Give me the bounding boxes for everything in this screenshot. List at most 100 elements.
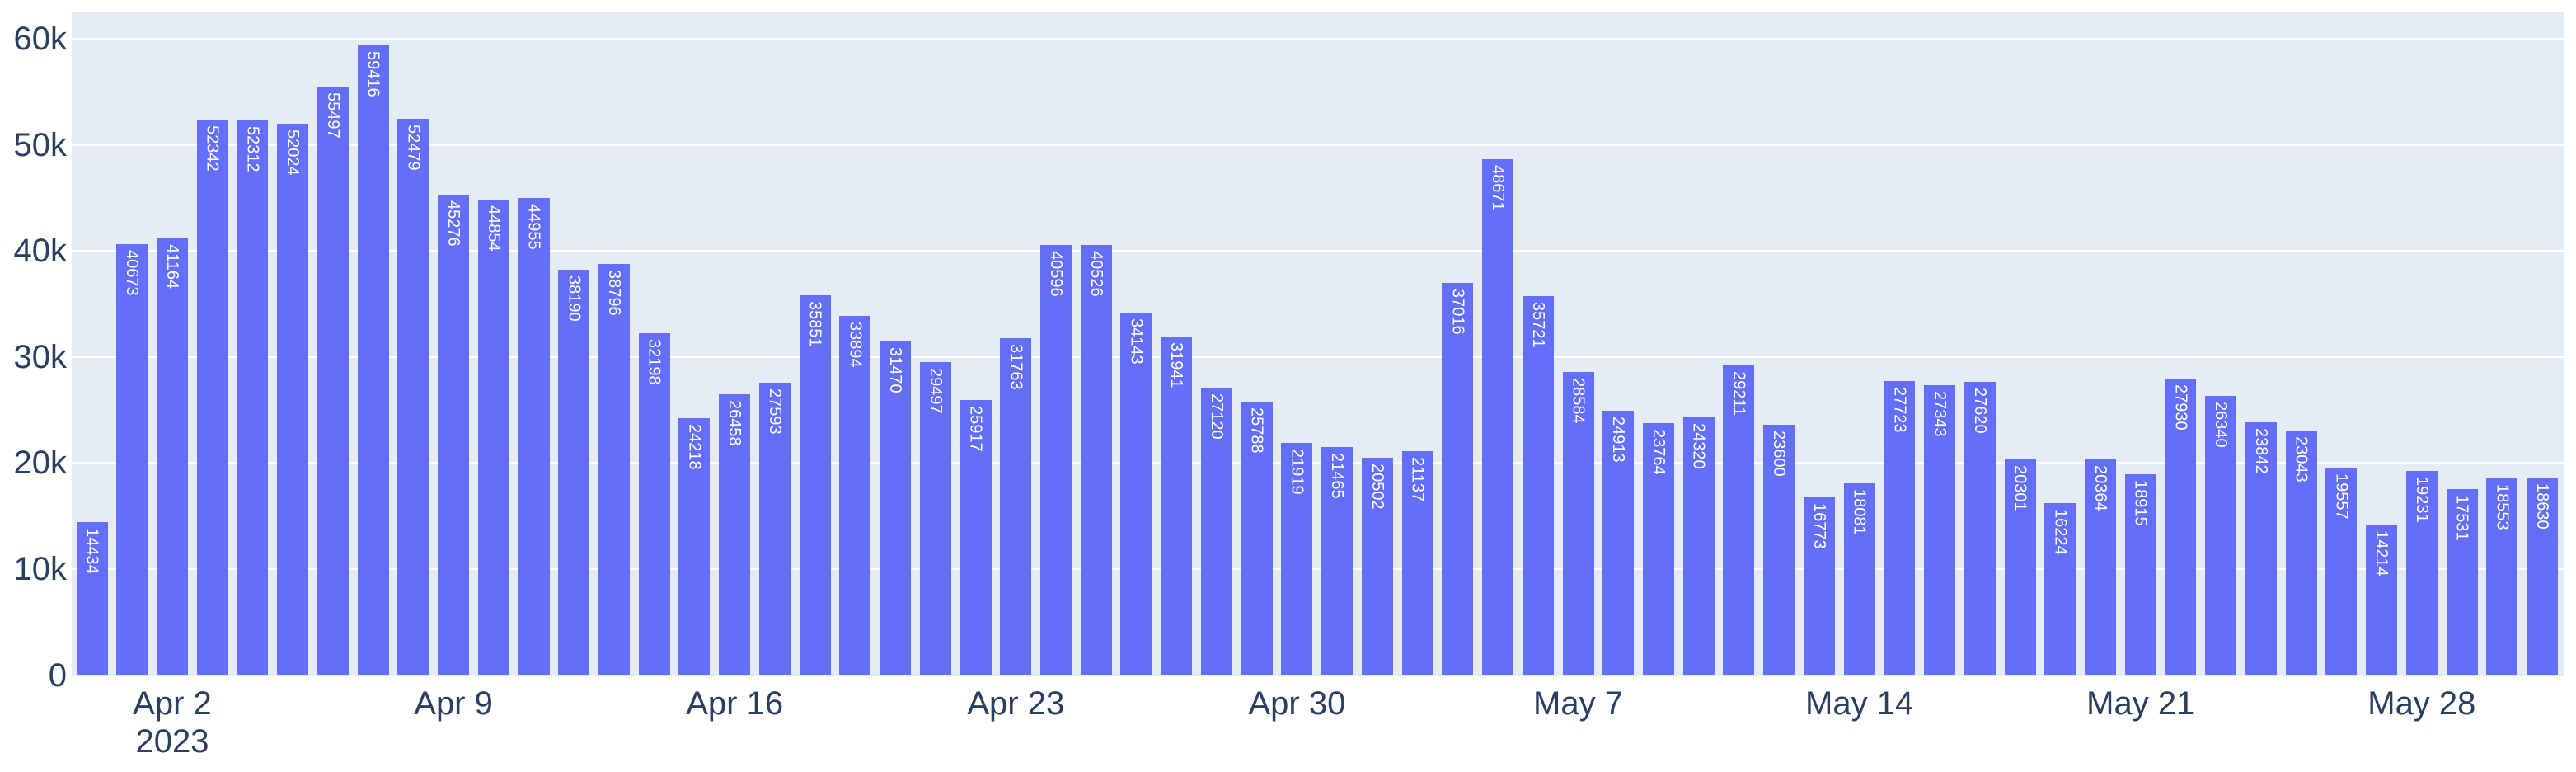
bar[interactable]: 21465 bbox=[1321, 447, 1354, 676]
bar[interactable]: 16224 bbox=[2044, 502, 2076, 676]
bar[interactable]: 48671 bbox=[1482, 158, 1514, 676]
bar[interactable]: 27120 bbox=[1200, 387, 1232, 676]
bar[interactable]: 40673 bbox=[116, 243, 148, 676]
bar-value-label: 27723 bbox=[1890, 387, 1909, 433]
bar[interactable]: 18081 bbox=[1843, 483, 1875, 676]
y-gridline bbox=[72, 144, 2564, 146]
bar-value-label: 21465 bbox=[1328, 453, 1347, 500]
bar-value-label: 31470 bbox=[886, 346, 905, 393]
bar[interactable]: 20301 bbox=[2004, 459, 2036, 676]
bar[interactable]: 27593 bbox=[758, 382, 791, 676]
bar-value-label: 24913 bbox=[1609, 417, 1628, 463]
bar[interactable]: 23043 bbox=[2285, 431, 2317, 676]
bar[interactable]: 33894 bbox=[839, 315, 871, 676]
x-tick-label: Apr 23 bbox=[967, 685, 1065, 722]
bar-value-label: 24218 bbox=[685, 424, 704, 470]
bar-value-label: 52479 bbox=[404, 124, 423, 171]
y-gridline bbox=[72, 250, 2564, 252]
bar[interactable]: 27620 bbox=[1964, 382, 1996, 676]
bar[interactable]: 23764 bbox=[1642, 422, 1674, 676]
bar[interactable]: 31941 bbox=[1161, 336, 1193, 676]
bar[interactable]: 44955 bbox=[518, 198, 550, 676]
bar[interactable]: 21137 bbox=[1401, 450, 1433, 676]
bar[interactable]: 24320 bbox=[1682, 417, 1715, 676]
bar-value-label: 14434 bbox=[82, 527, 101, 574]
bar[interactable]: 16773 bbox=[1803, 497, 1835, 676]
x-tick-label: May 14 bbox=[1805, 685, 1914, 722]
bar[interactable]: 24218 bbox=[678, 418, 711, 676]
bar-value-label: 23600 bbox=[1770, 431, 1789, 477]
bar[interactable]: 18915 bbox=[2124, 474, 2156, 676]
bar[interactable]: 38796 bbox=[598, 263, 630, 676]
bar[interactable]: 20502 bbox=[1361, 457, 1393, 676]
bar[interactable]: 27343 bbox=[1924, 384, 1956, 676]
bar[interactable]: 40596 bbox=[1040, 244, 1072, 676]
y-tick-label: 20k bbox=[13, 445, 68, 482]
bar[interactable]: 21919 bbox=[1281, 442, 1313, 676]
x-tick-label: Apr 2 2023 bbox=[133, 685, 212, 760]
bar[interactable]: 32198 bbox=[638, 333, 670, 676]
bar-value-label: 18915 bbox=[2131, 480, 2150, 526]
bar[interactable]: 28584 bbox=[1562, 371, 1594, 676]
bar[interactable]: 27930 bbox=[2165, 379, 2197, 676]
bar[interactable]: 20364 bbox=[2085, 459, 2116, 676]
bar-value-label: 26340 bbox=[2212, 401, 2231, 448]
bar[interactable]: 45276 bbox=[438, 195, 470, 676]
bar[interactable]: 29211 bbox=[1723, 365, 1755, 676]
bar[interactable]: 25788 bbox=[1241, 401, 1273, 676]
bar[interactable]: 18630 bbox=[2527, 477, 2559, 676]
y-tick-label: 30k bbox=[13, 338, 68, 375]
y-gridline bbox=[72, 355, 2564, 358]
bar[interactable]: 55497 bbox=[317, 86, 349, 676]
bar[interactable]: 44854 bbox=[477, 199, 509, 676]
bar-value-label: 33894 bbox=[846, 321, 865, 368]
bar[interactable]: 26340 bbox=[2205, 395, 2237, 676]
bar[interactable]: 35851 bbox=[799, 294, 831, 676]
bar[interactable]: 27723 bbox=[1884, 381, 1916, 676]
bar-value-label: 52312 bbox=[243, 125, 262, 172]
bar[interactable]: 52342 bbox=[196, 120, 228, 676]
bar[interactable]: 24913 bbox=[1602, 411, 1635, 676]
bar-value-label: 20364 bbox=[2091, 464, 2109, 511]
bar[interactable]: 34143 bbox=[1120, 313, 1152, 676]
bar[interactable]: 40526 bbox=[1080, 245, 1112, 676]
bar-value-label: 27593 bbox=[765, 388, 784, 435]
bar[interactable]: 25917 bbox=[960, 400, 992, 676]
bar[interactable]: 52479 bbox=[397, 118, 429, 676]
bar-value-label: 38796 bbox=[604, 269, 623, 316]
bar[interactable]: 18553 bbox=[2486, 478, 2518, 676]
bar[interactable]: 14214 bbox=[2366, 524, 2398, 676]
bar[interactable]: 41164 bbox=[156, 238, 188, 676]
bar[interactable]: 35721 bbox=[1522, 296, 1554, 676]
bar[interactable]: 31763 bbox=[1000, 338, 1032, 676]
plot-area[interactable]: 14434 40673 41164 52342 52312 52024 55497 59416… bbox=[72, 12, 2564, 676]
bar[interactable]: 14434 bbox=[76, 521, 108, 676]
bar[interactable]: 17531 bbox=[2446, 489, 2478, 676]
bar[interactable]: 19231 bbox=[2405, 471, 2438, 676]
bar-value-label: 29211 bbox=[1729, 370, 1748, 417]
bar-value-label: 20502 bbox=[1368, 463, 1387, 510]
y-tick-label: 10k bbox=[13, 550, 68, 587]
x-tick-year-label: 2023 bbox=[135, 723, 209, 760]
bar[interactable]: 29497 bbox=[919, 362, 951, 676]
bar-value-label: 32198 bbox=[645, 339, 664, 386]
bar[interactable]: 59416 bbox=[357, 45, 389, 676]
bar[interactable]: 37016 bbox=[1442, 282, 1474, 676]
bar[interactable]: 31470 bbox=[880, 341, 912, 676]
bar-value-label: 40673 bbox=[123, 249, 142, 296]
bar-value-label: 31941 bbox=[1167, 341, 1186, 388]
y-tick-label: 40k bbox=[13, 233, 68, 270]
x-tick-label: Apr 30 bbox=[1248, 685, 1346, 722]
bar-value-label: 25788 bbox=[1247, 407, 1266, 454]
bar[interactable]: 23600 bbox=[1763, 425, 1795, 676]
bar[interactable]: 52312 bbox=[237, 120, 269, 676]
bar-value-label: 44854 bbox=[484, 205, 503, 252]
bar[interactable]: 23842 bbox=[2245, 421, 2277, 676]
bar[interactable]: 38190 bbox=[558, 270, 590, 676]
bar[interactable]: 19557 bbox=[2325, 468, 2358, 676]
bar[interactable]: 52024 bbox=[277, 123, 309, 676]
bar[interactable]: 26458 bbox=[719, 394, 751, 676]
y-gridline bbox=[72, 462, 2564, 464]
bar-value-label: 29497 bbox=[926, 368, 945, 414]
x-tick-label: Apr 9 bbox=[414, 685, 493, 722]
